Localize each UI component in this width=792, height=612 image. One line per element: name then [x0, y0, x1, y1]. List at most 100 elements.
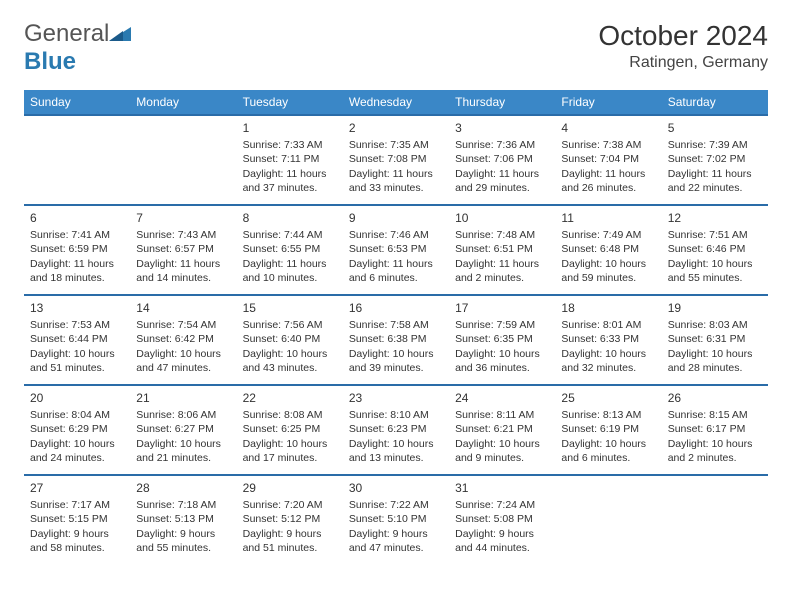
daylight-line: Daylight: 10 hours and 21 minutes. [136, 437, 230, 465]
calendar-week: 20Sunrise: 8:04 AMSunset: 6:29 PMDayligh… [24, 385, 768, 475]
brand-logo: General Blue [24, 20, 131, 76]
day-number: 23 [349, 390, 443, 406]
sunrise-line: Sunrise: 8:01 AM [561, 318, 655, 332]
daylight-line: Daylight: 10 hours and 47 minutes. [136, 347, 230, 375]
sunset-line: Sunset: 6:48 PM [561, 242, 655, 256]
day-number: 29 [243, 480, 337, 496]
calendar-day: 30 Sunrise: 7:22 AMSunset: 5:10 PMDayligh… [343, 475, 449, 565]
calendar-header-row: SundayMondayTuesdayWednesdayThursdayFrid… [24, 90, 768, 115]
calendar-day: 11Sunrise: 7:49 AMSunset: 6:48 PMDayligh… [555, 205, 661, 295]
daylight-line: Daylight: 11 hours and 29 minutes. [455, 167, 549, 195]
day-number: 28 [136, 480, 230, 496]
calendar-day: 18Sunrise: 8:01 AMSunset: 6:33 PMDayligh… [555, 295, 661, 385]
day-number: 10 [455, 210, 549, 226]
day-number: 30 [349, 480, 443, 496]
calendar-week: 6Sunrise: 7:41 AMSunset: 6:59 PMDaylight… [24, 205, 768, 295]
triangle-icon [109, 23, 131, 41]
daylight-line: Daylight: 10 hours and 2 minutes. [668, 437, 762, 465]
sunrise-line: Sunrise: 7:17 AM [30, 498, 124, 512]
calendar-day: 6Sunrise: 7:41 AMSunset: 6:59 PMDaylight… [24, 205, 130, 295]
day-number: 8 [243, 210, 337, 226]
daylight-line: Daylight: 10 hours and 32 minutes. [561, 347, 655, 375]
calendar-day: 17Sunrise: 7:59 AMSunset: 6:35 PMDayligh… [449, 295, 555, 385]
sunrise-line: Sunrise: 7:36 AM [455, 138, 549, 152]
day-number: 14 [136, 300, 230, 316]
sunset-line: Sunset: 6:42 PM [136, 332, 230, 346]
calendar-day: 19Sunrise: 8:03 AMSunset: 6:31 PMDayligh… [662, 295, 768, 385]
sunrise-line: Sunrise: 8:06 AM [136, 408, 230, 422]
daylight-line: Daylight: 10 hours and 24 minutes. [30, 437, 124, 465]
day-header: Saturday [662, 90, 768, 115]
calendar-day: 24Sunrise: 8:11 AMSunset: 6:21 PMDayligh… [449, 385, 555, 475]
sunset-line: Sunset: 6:33 PM [561, 332, 655, 346]
day-number: 20 [30, 390, 124, 406]
sunset-line: Sunset: 5:10 PM [349, 512, 443, 526]
sunrise-line: Sunrise: 7:18 AM [136, 498, 230, 512]
calendar-day: 7Sunrise: 7:43 AMSunset: 6:57 PMDaylight… [130, 205, 236, 295]
calendar-day: 4Sunrise: 7:38 AMSunset: 7:04 PMDaylight… [555, 115, 661, 205]
day-number: 11 [561, 210, 655, 226]
sunset-line: Sunset: 6:27 PM [136, 422, 230, 436]
calendar-day: 1Sunrise: 7:33 AMSunset: 7:11 PMDaylight… [237, 115, 343, 205]
title-block: October 2024 Ratingen, Germany [598, 20, 768, 72]
sunrise-line: Sunrise: 7:46 AM [349, 228, 443, 242]
sunset-line: Sunset: 6:55 PM [243, 242, 337, 256]
daylight-line: Daylight: 11 hours and 10 minutes. [243, 257, 337, 285]
calendar-day: 13Sunrise: 7:53 AMSunset: 6:44 PMDayligh… [24, 295, 130, 385]
location: Ratingen, Germany [598, 54, 768, 72]
daylight-line: Daylight: 11 hours and 14 minutes. [136, 257, 230, 285]
sunrise-line: Sunrise: 7:22 AM [349, 498, 443, 512]
calendar-empty [662, 475, 768, 565]
sunset-line: Sunset: 5:13 PM [136, 512, 230, 526]
daylight-line: Daylight: 10 hours and 36 minutes. [455, 347, 549, 375]
day-number: 4 [561, 120, 655, 136]
calendar-empty [130, 115, 236, 205]
daylight-line: Daylight: 11 hours and 22 minutes. [668, 167, 762, 195]
sunset-line: Sunset: 7:06 PM [455, 152, 549, 166]
day-number: 26 [668, 390, 762, 406]
day-header: Wednesday [343, 90, 449, 115]
sunrise-line: Sunrise: 7:39 AM [668, 138, 762, 152]
calendar-day: 9Sunrise: 7:46 AMSunset: 6:53 PMDaylight… [343, 205, 449, 295]
calendar-day: 28 Sunrise: 7:18 AMSunset: 5:13 PMDayligh… [130, 475, 236, 565]
calendar-day: 15Sunrise: 7:56 AMSunset: 6:40 PMDayligh… [237, 295, 343, 385]
daylight-line: Daylight: 9 hours and 58 minutes. [30, 527, 124, 555]
day-number: 15 [243, 300, 337, 316]
sunset-line: Sunset: 6:29 PM [30, 422, 124, 436]
calendar-week: 1Sunrise: 7:33 AMSunset: 7:11 PMDaylight… [24, 115, 768, 205]
calendar-day: 3Sunrise: 7:36 AMSunset: 7:06 PMDaylight… [449, 115, 555, 205]
daylight-line: Daylight: 10 hours and 59 minutes. [561, 257, 655, 285]
day-number: 5 [668, 120, 762, 136]
calendar-day: 16Sunrise: 7:58 AMSunset: 6:38 PMDayligh… [343, 295, 449, 385]
sunset-line: Sunset: 6:17 PM [668, 422, 762, 436]
sunset-line: Sunset: 5:15 PM [30, 512, 124, 526]
daylight-line: Daylight: 9 hours and 47 minutes. [349, 527, 443, 555]
daylight-line: Daylight: 11 hours and 33 minutes. [349, 167, 443, 195]
sunrise-line: Sunrise: 7:44 AM [243, 228, 337, 242]
daylight-line: Daylight: 10 hours and 39 minutes. [349, 347, 443, 375]
daylight-line: Daylight: 11 hours and 2 minutes. [455, 257, 549, 285]
day-number: 13 [30, 300, 124, 316]
daylight-line: Daylight: 10 hours and 9 minutes. [455, 437, 549, 465]
day-number: 1 [243, 120, 337, 136]
sunset-line: Sunset: 6:44 PM [30, 332, 124, 346]
sunrise-line: Sunrise: 7:41 AM [30, 228, 124, 242]
sunrise-line: Sunrise: 8:04 AM [30, 408, 124, 422]
daylight-line: Daylight: 9 hours and 55 minutes. [136, 527, 230, 555]
sunrise-line: Sunrise: 7:35 AM [349, 138, 443, 152]
sunrise-line: Sunrise: 7:51 AM [668, 228, 762, 242]
day-number: 19 [668, 300, 762, 316]
calendar-day: 22Sunrise: 8:08 AMSunset: 6:25 PMDayligh… [237, 385, 343, 475]
sunset-line: Sunset: 6:57 PM [136, 242, 230, 256]
sunset-line: Sunset: 6:25 PM [243, 422, 337, 436]
calendar-day: 27Sunrise: 7:17 AMSunset: 5:15 PMDayligh… [24, 475, 130, 565]
calendar-empty [555, 475, 661, 565]
day-number: 17 [455, 300, 549, 316]
brand-text: General Blue [24, 20, 131, 76]
sunset-line: Sunset: 5:08 PM [455, 512, 549, 526]
sunset-line: Sunset: 6:46 PM [668, 242, 762, 256]
sunrise-line: Sunrise: 7:38 AM [561, 138, 655, 152]
sunset-line: Sunset: 7:11 PM [243, 152, 337, 166]
day-header: Monday [130, 90, 236, 115]
header: General Blue October 2024 Ratingen, Germ… [24, 20, 768, 76]
